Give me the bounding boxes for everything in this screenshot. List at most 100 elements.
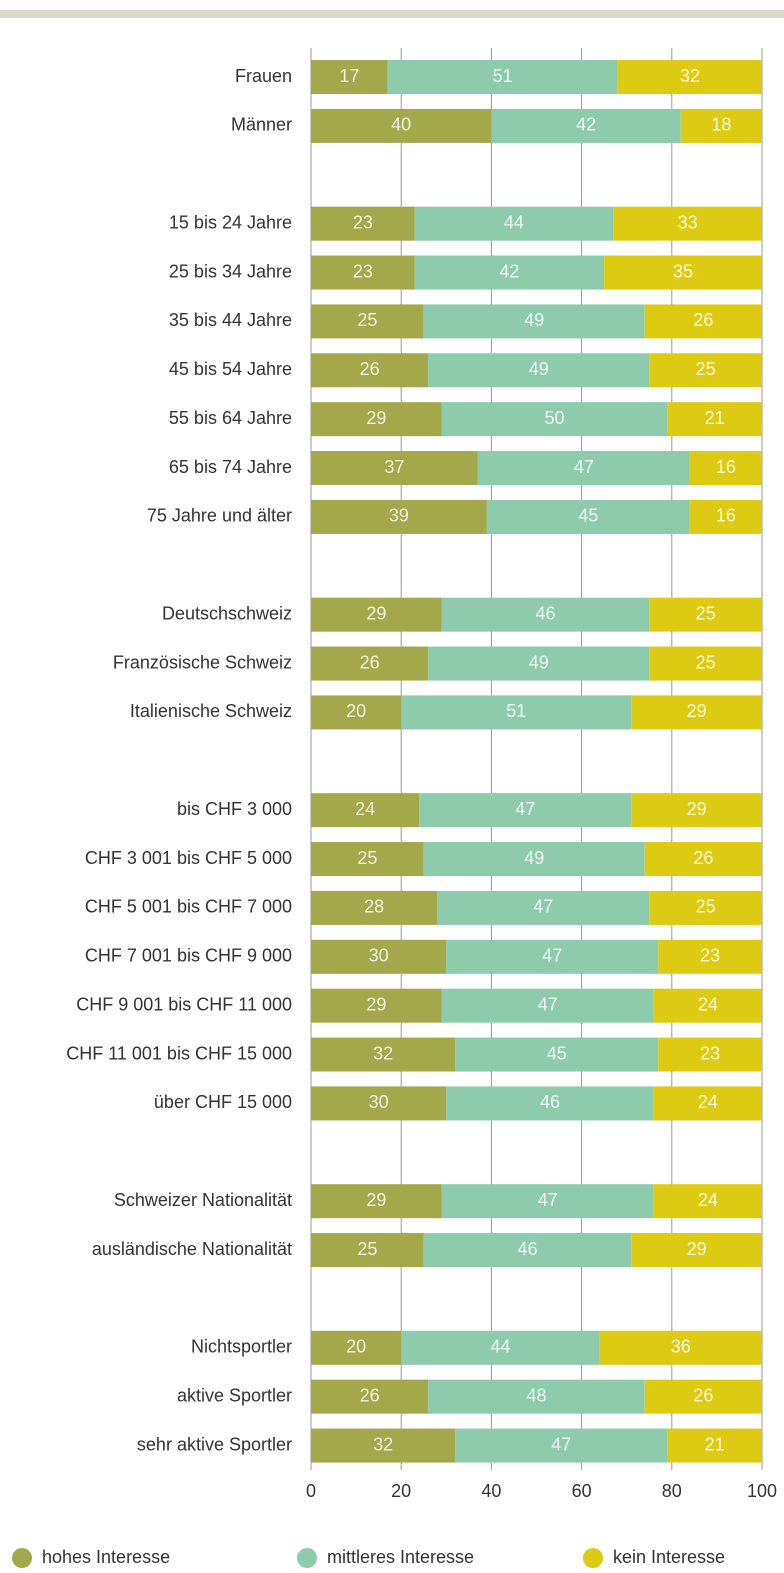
bar-segment (649, 353, 762, 388)
data-label: 46 (540, 1092, 560, 1112)
data-label: 44 (504, 212, 524, 232)
legend-swatch (297, 1548, 317, 1568)
bar-segment (311, 988, 442, 1023)
bar-segment (653, 988, 762, 1023)
data-label: 21 (705, 1434, 725, 1454)
bar-segment (311, 451, 478, 486)
legend-label: hohes Interesse (42, 1547, 170, 1567)
data-label: 16 (716, 457, 736, 477)
data-label: 20 (346, 701, 366, 721)
bar-segment (667, 1428, 762, 1463)
bar-segment (311, 1086, 447, 1121)
data-label: 24 (698, 994, 718, 1014)
bar-segment (428, 646, 650, 681)
bar-segment (311, 60, 388, 95)
bar-segment (311, 499, 487, 534)
category-label: Französische Schweiz (113, 652, 292, 672)
data-label: 23 (700, 1043, 720, 1063)
bar-segment (644, 1379, 762, 1414)
data-label: 26 (360, 359, 380, 379)
bar-segment (658, 939, 762, 974)
category-label: Italienische Schweiz (130, 701, 292, 721)
legend-label: mittleres Interesse (327, 1547, 474, 1567)
bar-segment (631, 695, 762, 730)
data-label: 23 (700, 946, 720, 966)
bar-segment (428, 353, 650, 388)
bar-segment (423, 842, 645, 877)
data-label: 47 (574, 457, 594, 477)
bar-segment (689, 499, 762, 534)
data-label: 28 (364, 897, 384, 917)
bar-segment (680, 108, 762, 143)
data-label: 32 (680, 66, 700, 86)
bar-segment (649, 890, 762, 925)
data-label: 46 (517, 1239, 537, 1259)
bar-segment (401, 1330, 600, 1365)
category-label: 45 bis 54 Jahre (169, 359, 292, 379)
data-label: 47 (538, 994, 558, 1014)
bar-segment (667, 402, 762, 437)
data-label: 32 (373, 1434, 393, 1454)
data-label: 44 (490, 1337, 510, 1357)
category-label: 25 bis 34 Jahre (169, 261, 292, 281)
data-label: 45 (578, 506, 598, 526)
bar-segment (311, 108, 492, 143)
category-label: Schweizer Nationalität (114, 1190, 292, 1210)
bar-segment (644, 842, 762, 877)
data-label: 23 (353, 212, 373, 232)
bar-segment (631, 1233, 762, 1268)
category-label: CHF 3 001 bis CHF 5 000 (85, 848, 292, 868)
x-tick-label: 80 (662, 1481, 682, 1501)
bar-segment (446, 939, 659, 974)
data-label: 39 (389, 506, 409, 526)
category-label: Frauen (235, 66, 292, 86)
data-label: 29 (366, 603, 386, 623)
data-label: 37 (384, 457, 404, 477)
category-label: sehr aktive Sportler (137, 1434, 292, 1454)
bar-segment (401, 695, 632, 730)
category-label: 75 Jahre und älter (147, 506, 292, 526)
data-label: 29 (366, 408, 386, 428)
bar-segment (689, 451, 762, 486)
bar-segment (311, 1379, 429, 1414)
bar-segment (455, 1428, 668, 1463)
bar-segment (414, 206, 614, 241)
data-label: 21 (705, 408, 725, 428)
bar-segment (441, 402, 668, 437)
bar-segment (613, 206, 762, 241)
bar-segment (599, 1330, 762, 1365)
bar-segment (441, 597, 650, 632)
category-label: CHF 5 001 bis CHF 7 000 (85, 897, 292, 917)
data-label: 24 (698, 1190, 718, 1210)
x-tick-label: 100 (747, 1481, 777, 1501)
data-label: 47 (538, 1190, 558, 1210)
bar-segment (455, 1037, 659, 1072)
data-label: 29 (687, 701, 707, 721)
data-label: 25 (696, 603, 716, 623)
bar-segment (311, 939, 447, 974)
data-label: 25 (357, 848, 377, 868)
bar-segment (311, 1233, 424, 1268)
bar-segment (311, 1428, 456, 1463)
category-label: bis CHF 3 000 (177, 799, 292, 819)
legend-label: kein Interesse (613, 1547, 725, 1567)
data-label: 29 (366, 994, 386, 1014)
data-label: 45 (547, 1043, 567, 1063)
bar-segment (437, 890, 650, 925)
data-label: 49 (524, 848, 544, 868)
bar-segment (649, 597, 762, 632)
bar-segment (311, 1330, 402, 1365)
data-label: 40 (391, 115, 411, 135)
legend-swatch (12, 1548, 32, 1568)
bar-segment (311, 402, 442, 437)
category-label: CHF 11 001 bis CHF 15 000 (66, 1043, 292, 1063)
data-label: 36 (671, 1337, 691, 1357)
data-label: 25 (696, 897, 716, 917)
bar-segment (631, 793, 762, 828)
category-label: 35 bis 44 Jahre (169, 310, 292, 330)
category-label: Deutschschweiz (162, 603, 292, 623)
data-label: 29 (687, 1239, 707, 1259)
bar-segment (477, 451, 690, 486)
bar-segment (311, 304, 424, 339)
